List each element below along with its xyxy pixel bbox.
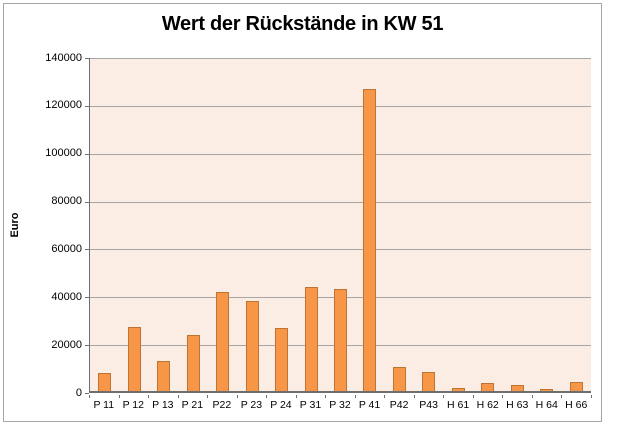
x-tick-label: H 61	[447, 399, 470, 411]
bar-slot-p22	[208, 58, 237, 391]
x-tick-label: P 13	[152, 399, 174, 411]
x-tick-label: P22	[212, 399, 232, 411]
chart-frame[interactable]: Wert der Rückstände in KW 51 Euro 0 20000…	[3, 3, 602, 422]
x-tick-mark	[591, 395, 592, 398]
x-tick-mark	[325, 395, 327, 398]
gridline	[90, 201, 591, 203]
x-tick-mark	[118, 395, 120, 398]
bar-h62[interactable]	[481, 383, 495, 391]
x-tick-mark	[177, 395, 179, 398]
y-tick-label: 100000	[45, 147, 82, 160]
y-tick-mark	[85, 297, 89, 299]
x-tick-label: P 41	[358, 399, 381, 411]
y-tick-label: 120000	[45, 99, 82, 112]
bar-slot-h66	[562, 58, 591, 391]
bar-p22[interactable]	[216, 292, 230, 391]
y-tick-mark	[85, 345, 89, 347]
x-tick-label: P 12	[122, 399, 144, 411]
x-tick-mark	[561, 395, 563, 398]
y-tick-mark	[85, 249, 89, 251]
bar-slot-p21	[178, 58, 207, 391]
bar-slot-p32	[326, 58, 355, 391]
bar-h64[interactable]	[540, 388, 554, 391]
x-tick-mark	[266, 395, 268, 398]
x-tick-mark	[354, 395, 356, 398]
bar-h66[interactable]	[569, 382, 583, 391]
bar-p43[interactable]	[422, 371, 436, 391]
x-tick-mark	[207, 395, 209, 398]
x-tick-label: P 32	[329, 399, 351, 411]
bar-slot-p11	[90, 58, 119, 391]
bar-slot-h63	[503, 58, 532, 391]
y-tick-mark	[85, 393, 89, 394]
bar-h63[interactable]	[510, 385, 524, 391]
y-tick-mark	[85, 153, 89, 155]
y-tick-label: 80000	[51, 195, 82, 208]
y-tick-label: 40000	[51, 290, 82, 303]
bar-slot-p24	[267, 58, 296, 391]
x-tick-label: H 62	[476, 399, 499, 411]
gridline	[90, 249, 591, 251]
x-tick-label: P 24	[270, 399, 292, 411]
x-tick-mark	[148, 395, 150, 398]
y-tick-mark	[85, 201, 89, 203]
bar-slot-p12	[119, 58, 148, 391]
x-tick-mark	[236, 395, 238, 398]
x-tick-label: P 23	[240, 399, 263, 411]
bar-slot-p31	[296, 58, 325, 391]
bar-p21[interactable]	[186, 335, 200, 391]
x-tick-label: P42	[389, 399, 409, 411]
x-tick-mark	[295, 395, 297, 398]
y-tick-mark	[85, 58, 89, 59]
bar-p12[interactable]	[127, 326, 141, 391]
bar-p13[interactable]	[157, 361, 171, 391]
bar-slot-p43	[414, 58, 443, 391]
bar-p32[interactable]	[333, 288, 347, 391]
x-tick-mark	[531, 395, 533, 398]
bar-slot-h64	[532, 58, 561, 391]
bar-p42[interactable]	[392, 366, 406, 391]
y-tick-label: 0	[75, 386, 82, 399]
x-tick-mark	[384, 395, 386, 398]
x-tick-mark	[413, 395, 415, 398]
plot-area[interactable]	[89, 58, 591, 393]
y-axis-tick-labels: 0 20000 40000 60000 80000 100000 120000 140000	[4, 4, 82, 421]
bar-h61[interactable]	[451, 387, 465, 391]
x-tick-mark	[472, 395, 474, 398]
x-tick-mark	[502, 395, 504, 398]
y-tick-label: 140000	[45, 51, 82, 64]
bar-series	[90, 58, 591, 391]
bar-p31[interactable]	[304, 286, 318, 391]
x-tick-label: P 21	[181, 399, 204, 411]
bar-p24[interactable]	[275, 327, 289, 391]
bar-p11[interactable]	[98, 373, 112, 391]
chart-title[interactable]: Wert der Rückstände in KW 51	[161, 13, 444, 35]
bar-slot-p42	[385, 58, 414, 391]
x-tick-label: H 63	[506, 399, 529, 411]
bar-slot-h61	[444, 58, 473, 391]
x-tick-mark	[89, 395, 90, 398]
x-tick-label: P43	[419, 399, 438, 411]
gridline	[90, 58, 591, 59]
bar-p23[interactable]	[245, 300, 259, 391]
bar-slot-p41	[355, 58, 384, 391]
x-tick-label: H 66	[565, 399, 588, 411]
x-tick-label: P 11	[93, 399, 115, 411]
x-tick-label: P 31	[299, 399, 322, 411]
gridline	[90, 105, 591, 107]
bar-slot-p23	[237, 58, 266, 391]
y-tick-label: 60000	[51, 242, 82, 255]
y-tick-label: 20000	[51, 338, 82, 351]
x-tick-mark	[443, 395, 445, 398]
gridline	[90, 153, 591, 155]
x-tick-label: H 64	[535, 399, 558, 411]
x-axis-labels: P 11 P 12 P 13 P 21 P22 P 23 P 24 P 31 P 32 P 41 P…	[89, 399, 591, 411]
bar-slot-p13	[149, 58, 178, 391]
bar-slot-h62	[473, 58, 502, 391]
y-tick-mark	[85, 105, 89, 107]
bar-p41[interactable]	[363, 88, 377, 391]
